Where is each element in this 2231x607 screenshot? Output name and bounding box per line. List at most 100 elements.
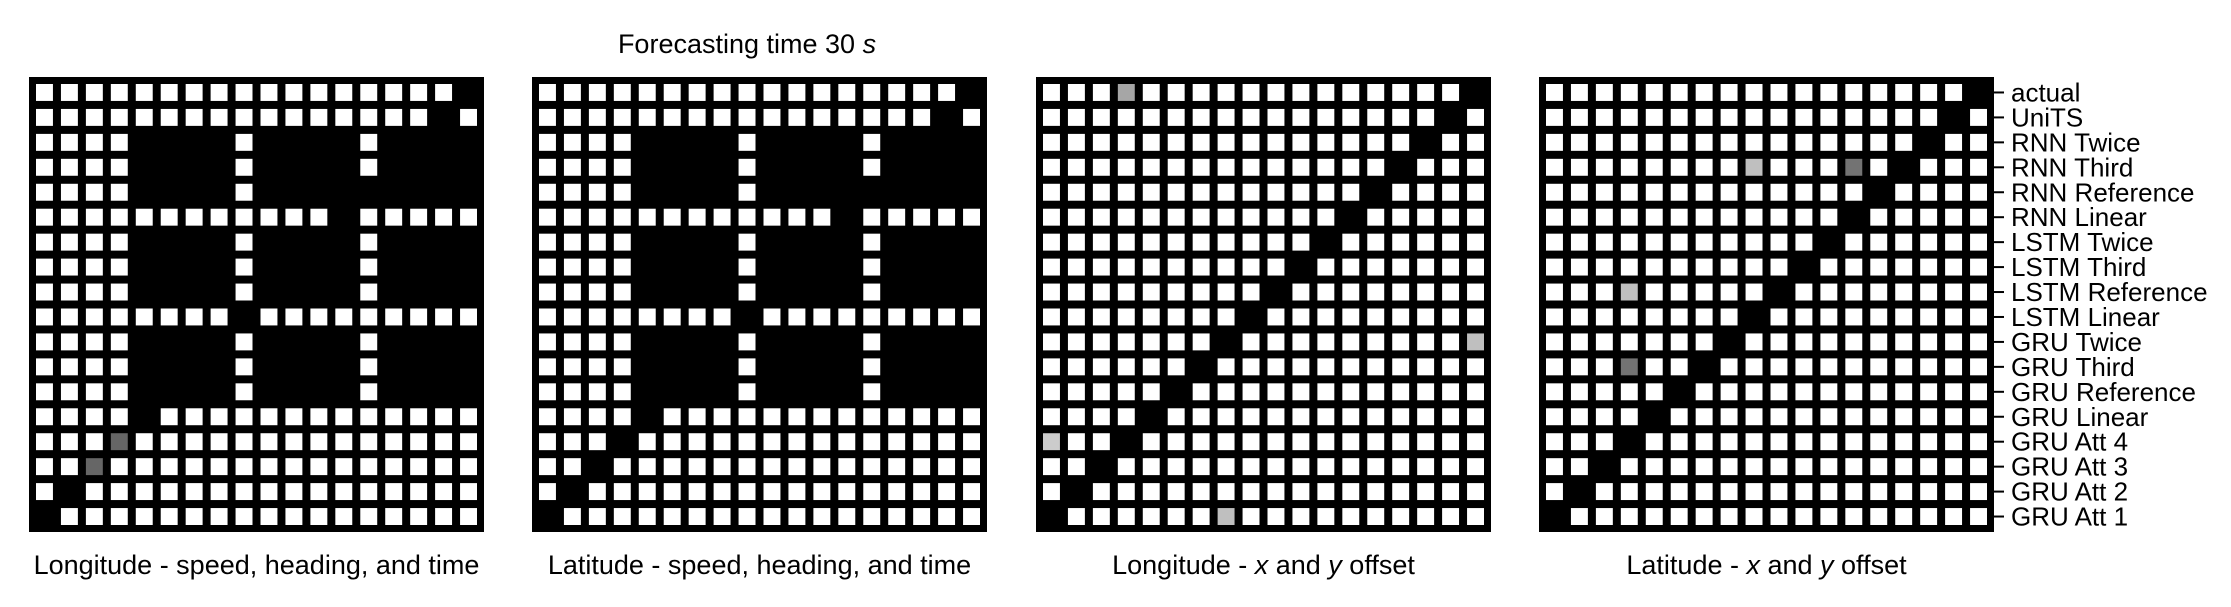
white-cell — [1367, 408, 1385, 426]
white-cell — [1292, 358, 1310, 376]
white-cell — [1570, 508, 1588, 525]
white-cell — [938, 458, 956, 476]
white-cell — [1043, 308, 1060, 326]
white-cell — [1820, 84, 1838, 101]
y-tick-label: actual — [2011, 77, 2080, 107]
white-cell — [285, 84, 303, 101]
white-cell — [1920, 283, 1938, 301]
white-cell — [1795, 84, 1813, 101]
white-cell — [1392, 233, 1410, 251]
white-cell — [1242, 508, 1260, 525]
white-cell — [813, 433, 831, 451]
white-cell — [1945, 183, 1963, 201]
white-cell — [663, 108, 681, 126]
white-cell — [285, 408, 303, 426]
white-cell — [1192, 333, 1210, 351]
white-cell — [1092, 483, 1110, 501]
white-cell — [1092, 358, 1110, 376]
white-cell — [335, 84, 353, 101]
white-cell — [539, 483, 556, 501]
white-cell — [1242, 183, 1260, 201]
white-cell — [1795, 508, 1813, 525]
white-cell — [360, 308, 378, 326]
white-cell — [938, 208, 956, 226]
white-cell — [613, 84, 631, 101]
white-cell — [110, 183, 128, 201]
white-cell — [838, 458, 856, 476]
white-cell — [110, 383, 128, 401]
white-cell — [813, 84, 831, 101]
white-cell — [738, 158, 756, 176]
white-cell — [1392, 133, 1410, 151]
white-cell — [1845, 458, 1863, 476]
white-cell — [1043, 133, 1060, 151]
white-cell — [1770, 458, 1788, 476]
white-cell — [310, 408, 328, 426]
white-cell — [539, 358, 556, 376]
white-cell — [1267, 483, 1285, 501]
white-cell — [1870, 458, 1888, 476]
white-cell — [838, 108, 856, 126]
white-cell — [1367, 383, 1385, 401]
white-cell — [1970, 483, 1987, 501]
white-cell — [663, 458, 681, 476]
white-cell — [1417, 183, 1435, 201]
white-cell — [1820, 358, 1838, 376]
white-cell — [60, 133, 78, 151]
white-cell — [738, 208, 756, 226]
white-cell — [713, 433, 731, 451]
white-cell — [1795, 283, 1813, 301]
white-cell — [1417, 158, 1435, 176]
white-cell — [1442, 333, 1460, 351]
white-cell — [688, 84, 706, 101]
white-cell — [1192, 483, 1210, 501]
white-cell — [1645, 183, 1663, 201]
y-tick-label: GRU Linear — [2011, 402, 2149, 432]
white-cell — [310, 84, 328, 101]
white-cell — [1117, 458, 1135, 476]
white-cell — [210, 483, 228, 501]
white-cell — [1167, 333, 1185, 351]
white-cell — [110, 283, 128, 301]
white-cell — [1595, 508, 1613, 525]
white-cell — [738, 233, 756, 251]
white-cell — [1720, 408, 1738, 426]
white-cell — [1720, 458, 1738, 476]
white-cell — [360, 358, 378, 376]
white-cell — [539, 408, 556, 426]
white-cell — [160, 433, 178, 451]
white-cell — [1795, 158, 1813, 176]
white-cell — [813, 308, 831, 326]
white-cell — [588, 84, 606, 101]
white-cell — [1670, 483, 1688, 501]
white-cell — [1845, 483, 1863, 501]
white-cell — [539, 433, 556, 451]
white-cell — [1795, 458, 1813, 476]
white-cell — [1770, 233, 1788, 251]
white-cell — [1720, 208, 1738, 226]
white-cell — [1745, 283, 1763, 301]
white-cell — [1695, 333, 1713, 351]
white-cell — [888, 108, 906, 126]
white-cell — [85, 283, 103, 301]
white-cell — [563, 433, 581, 451]
white-cell — [563, 158, 581, 176]
white-cell — [1442, 383, 1460, 401]
white-cell — [1870, 158, 1888, 176]
white-cell — [1670, 358, 1688, 376]
white-cell — [713, 483, 731, 501]
white-cell — [85, 133, 103, 151]
white-cell — [60, 508, 78, 525]
white-cell — [310, 308, 328, 326]
white-cell — [435, 483, 453, 501]
white-cell — [1342, 158, 1360, 176]
white-cell — [1392, 508, 1410, 525]
white-cell — [385, 483, 403, 501]
white-cell — [1770, 358, 1788, 376]
white-cell — [1267, 508, 1285, 525]
white-cell — [888, 508, 906, 525]
white-cell — [1820, 108, 1838, 126]
white-cell — [360, 158, 378, 176]
white-cell — [1720, 283, 1738, 301]
white-cell — [713, 458, 731, 476]
